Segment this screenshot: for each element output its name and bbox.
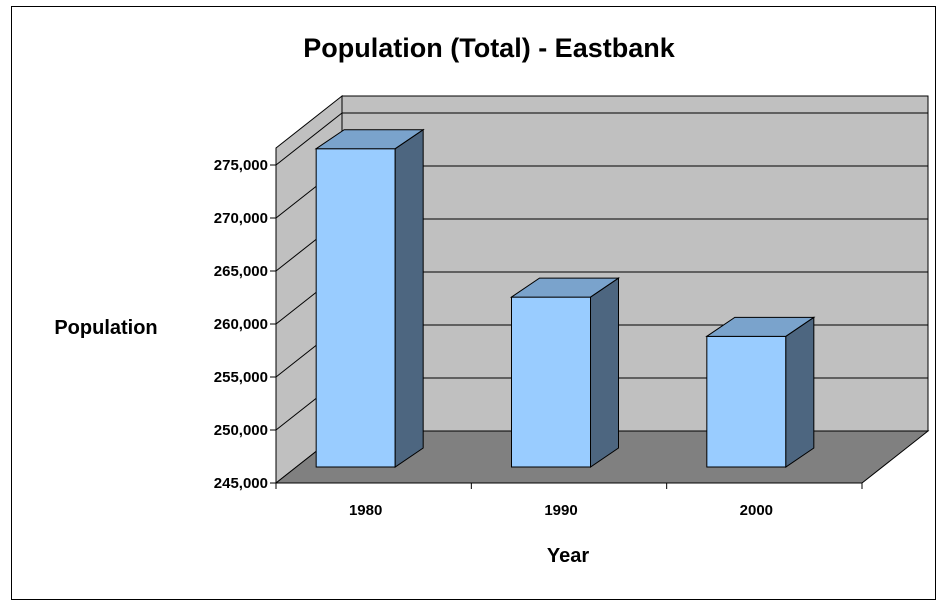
y-tick-label: 275,000	[214, 157, 268, 174]
x-tick-label: 1990	[544, 502, 577, 519]
gridline-side	[275, 112, 343, 166]
bar-side	[785, 316, 815, 468]
bar-top	[314, 129, 425, 150]
y-tick-label: 260,000	[214, 316, 268, 333]
x-tick-label: 2000	[740, 502, 773, 519]
y-tick-label: 270,000	[214, 210, 268, 227]
bar-front	[511, 296, 591, 468]
y-tick-label: 245,000	[214, 475, 268, 492]
y-tick-label: 265,000	[214, 263, 268, 280]
bar-front	[315, 148, 396, 468]
x-axis-title: Year	[547, 545, 589, 567]
bar-side	[590, 277, 619, 468]
plot-area: 245,000 250,000 255,000 260,000 265,000 270,0…	[214, 94, 930, 519]
bar-front	[706, 335, 787, 468]
x-tick-label: 1980	[349, 502, 382, 519]
back-wall	[341, 95, 929, 432]
y-axis-title: Population	[54, 317, 157, 339]
y-tick-label: 255,000	[214, 369, 268, 386]
y-tick-label: 250,000	[214, 422, 268, 439]
bar-top	[509, 277, 621, 298]
chart-title: Population (Total) - Eastbank	[303, 33, 675, 63]
bar-top	[705, 316, 816, 337]
bar-side	[394, 128, 424, 468]
